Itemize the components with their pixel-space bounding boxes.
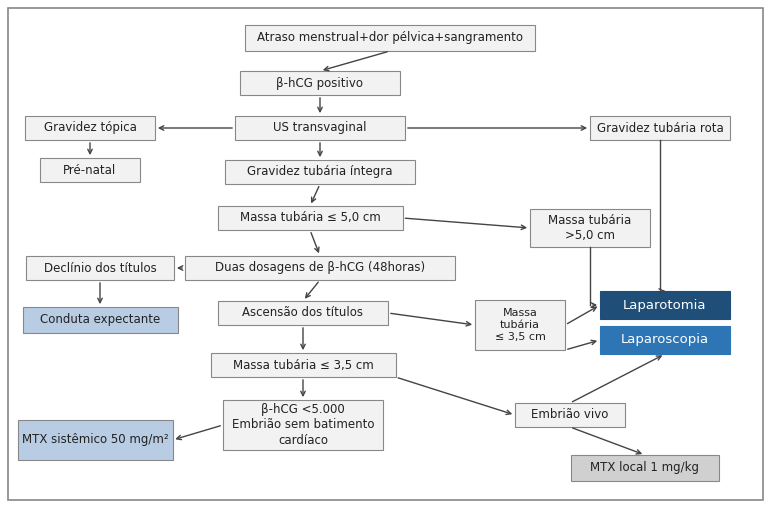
Text: Embrião vivo: Embrião vivo [531,408,608,422]
Text: Massa tubária ≤ 3,5 cm: Massa tubária ≤ 3,5 cm [233,359,373,371]
FancyBboxPatch shape [218,301,388,325]
Text: β-hCG <5.000
Embrião sem batimento
cardíaco: β-hCG <5.000 Embrião sem batimento cardí… [232,402,374,448]
Text: Duas dosagens de β-hCG (48horas): Duas dosagens de β-hCG (48horas) [215,262,425,274]
Text: MTX local 1 mg/kg: MTX local 1 mg/kg [591,461,699,474]
Text: Laparoscopia: Laparoscopia [621,333,709,346]
FancyBboxPatch shape [515,403,625,427]
Text: US transvaginal: US transvaginal [273,121,367,135]
Text: Atraso menstrual+dor pélvica+sangramento: Atraso menstrual+dor pélvica+sangramento [257,31,523,45]
Text: Declínio dos títulos: Declínio dos títulos [44,262,157,274]
FancyBboxPatch shape [25,116,155,140]
Text: Pré-natal: Pré-natal [63,164,116,176]
Text: Gravidez tópica: Gravidez tópica [44,121,136,135]
Text: Massa tubária
>5,0 cm: Massa tubária >5,0 cm [548,213,631,242]
FancyBboxPatch shape [475,300,565,350]
FancyBboxPatch shape [571,455,719,481]
FancyBboxPatch shape [210,353,396,377]
Text: Gravidez tubária rota: Gravidez tubária rota [597,121,723,135]
FancyBboxPatch shape [223,400,383,450]
FancyBboxPatch shape [225,160,415,184]
FancyBboxPatch shape [26,256,174,280]
Text: Laparotomia: Laparotomia [623,299,707,311]
Text: Gravidez tubária íntegra: Gravidez tubária íntegra [247,166,392,178]
Text: Ascensão dos títulos: Ascensão dos títulos [243,306,363,320]
FancyBboxPatch shape [530,209,650,247]
FancyBboxPatch shape [600,326,730,354]
FancyBboxPatch shape [185,256,455,280]
FancyBboxPatch shape [235,116,405,140]
Text: Conduta expectante: Conduta expectante [40,313,160,327]
Text: Massa
tubária
≤ 3,5 cm: Massa tubária ≤ 3,5 cm [494,308,545,342]
FancyBboxPatch shape [590,116,730,140]
FancyBboxPatch shape [18,420,173,460]
FancyBboxPatch shape [217,206,402,230]
FancyBboxPatch shape [40,158,140,182]
FancyBboxPatch shape [22,307,177,333]
FancyBboxPatch shape [600,291,730,319]
Text: β-hCG positivo: β-hCG positivo [277,77,363,89]
FancyBboxPatch shape [245,25,535,51]
Text: Massa tubária ≤ 5,0 cm: Massa tubária ≤ 5,0 cm [240,211,380,225]
Text: MTX sistêmico 50 mg/m²: MTX sistêmico 50 mg/m² [22,433,168,447]
FancyBboxPatch shape [240,71,400,95]
